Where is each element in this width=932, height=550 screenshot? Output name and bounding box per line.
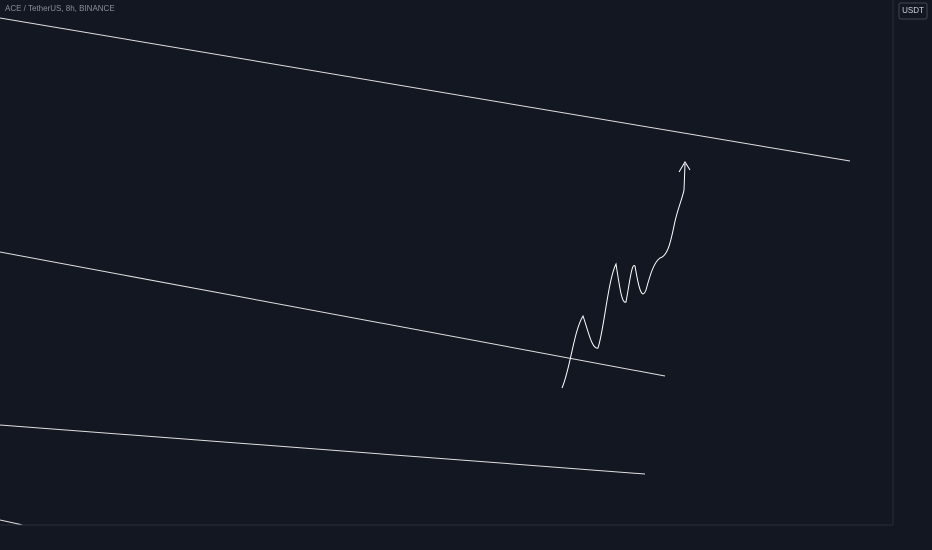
time-axis-background (0, 525, 932, 550)
trend-line (0, 251, 666, 377)
projection-arrow (678, 161, 691, 173)
currency: USDT (902, 6, 924, 15)
trend-line (0, 424, 646, 475)
projection-path (561, 163, 686, 389)
currency-box (898, 2, 928, 20)
drawings (0, 17, 851, 533)
chart-title: ACE / TetherUS, 8h, BINANCE (5, 4, 115, 13)
trend-line (0, 17, 851, 162)
axis-background (893, 0, 932, 525)
